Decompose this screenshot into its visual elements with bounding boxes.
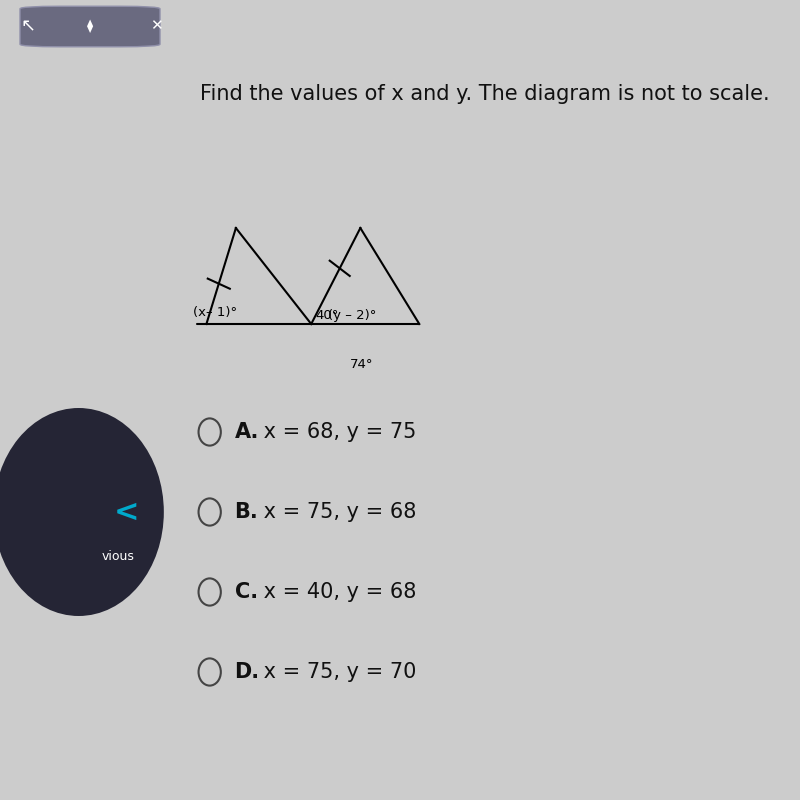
Text: 40°: 40°	[315, 309, 338, 322]
Text: x = 75, y = 70: x = 75, y = 70	[257, 662, 416, 682]
Text: x = 40, y = 68: x = 40, y = 68	[257, 582, 416, 602]
Text: vious: vious	[102, 550, 134, 562]
Text: C.: C.	[234, 582, 258, 602]
Text: 74°: 74°	[350, 358, 374, 370]
Text: <: <	[114, 498, 139, 526]
Text: Find the values of x and y. The diagram is not to scale.: Find the values of x and y. The diagram …	[200, 84, 770, 104]
Text: ⧫: ⧫	[87, 19, 94, 33]
Text: ↖: ↖	[21, 17, 35, 35]
Text: x = 68, y = 75: x = 68, y = 75	[257, 422, 416, 442]
Text: (x– 1)°: (x– 1)°	[194, 306, 238, 319]
Text: x = 75, y = 68: x = 75, y = 68	[257, 502, 416, 522]
Text: (y – 2)°: (y – 2)°	[327, 309, 376, 322]
Text: A.: A.	[234, 422, 259, 442]
Text: B.: B.	[234, 502, 258, 522]
FancyBboxPatch shape	[20, 6, 160, 46]
Text: D.: D.	[234, 662, 260, 682]
Text: ✕: ✕	[150, 18, 162, 34]
Circle shape	[0, 408, 164, 616]
